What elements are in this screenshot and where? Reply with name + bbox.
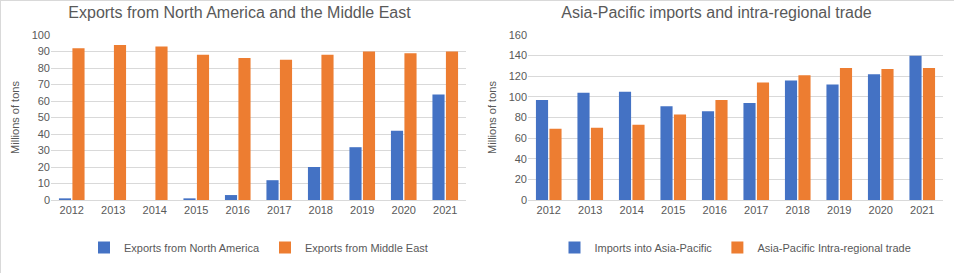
svg-text:Millions of tons: Millions of tons bbox=[486, 81, 498, 154]
svg-text:20: 20 bbox=[515, 173, 527, 185]
svg-text:2017: 2017 bbox=[744, 204, 768, 216]
svg-text:10: 10 bbox=[38, 177, 50, 189]
svg-text:2020: 2020 bbox=[392, 204, 416, 216]
svg-text:Asia-Pacific Intra-regional tr: Asia-Pacific Intra-regional trade bbox=[757, 242, 910, 254]
svg-text:2017: 2017 bbox=[267, 204, 291, 216]
svg-text:70: 70 bbox=[38, 78, 50, 90]
svg-text:2018: 2018 bbox=[786, 204, 810, 216]
svg-text:0: 0 bbox=[521, 194, 527, 206]
svg-text:2021: 2021 bbox=[910, 204, 934, 216]
svg-text:50: 50 bbox=[38, 111, 50, 123]
svg-text:80: 80 bbox=[38, 62, 50, 74]
svg-text:2013: 2013 bbox=[578, 204, 602, 216]
svg-text:2015: 2015 bbox=[661, 204, 685, 216]
svg-text:120: 120 bbox=[509, 70, 527, 82]
svg-text:20: 20 bbox=[38, 161, 50, 173]
svg-text:Millions of tons: Millions of tons bbox=[9, 81, 21, 154]
svg-text:160: 160 bbox=[509, 29, 527, 41]
svg-text:2018: 2018 bbox=[309, 204, 333, 216]
svg-text:Exports from Middle East: Exports from Middle East bbox=[305, 242, 428, 254]
svg-text:60: 60 bbox=[38, 95, 50, 107]
svg-text:2012: 2012 bbox=[60, 204, 84, 216]
svg-text:100: 100 bbox=[32, 29, 50, 41]
svg-text:2016: 2016 bbox=[226, 204, 250, 216]
svg-text:100: 100 bbox=[509, 91, 527, 103]
svg-text:2019: 2019 bbox=[827, 204, 851, 216]
svg-text:2019: 2019 bbox=[350, 204, 374, 216]
svg-text:80: 80 bbox=[515, 111, 527, 123]
svg-text:2016: 2016 bbox=[703, 204, 727, 216]
svg-text:2014: 2014 bbox=[620, 204, 644, 216]
svg-text:Asia-Pacific imports and intra: Asia-Pacific imports and intra-regional … bbox=[561, 4, 871, 21]
svg-text:40: 40 bbox=[515, 153, 527, 165]
svg-text:0: 0 bbox=[44, 194, 50, 206]
svg-text:2021: 2021 bbox=[433, 204, 457, 216]
svg-text:Exports from North America and: Exports from North America and the Middl… bbox=[68, 4, 411, 21]
svg-text:40: 40 bbox=[38, 128, 50, 140]
svg-text:2015: 2015 bbox=[184, 204, 208, 216]
svg-text:2020: 2020 bbox=[869, 204, 893, 216]
svg-text:Imports into Asia-Pacific: Imports into Asia-Pacific bbox=[595, 242, 713, 254]
svg-text:Exports from North America: Exports from North America bbox=[124, 242, 260, 254]
svg-text:90: 90 bbox=[38, 45, 50, 57]
svg-text:2013: 2013 bbox=[101, 204, 125, 216]
svg-text:2012: 2012 bbox=[537, 204, 561, 216]
svg-text:60: 60 bbox=[515, 132, 527, 144]
svg-text:2014: 2014 bbox=[143, 204, 167, 216]
svg-text:140: 140 bbox=[509, 49, 527, 61]
svg-text:30: 30 bbox=[38, 144, 50, 156]
